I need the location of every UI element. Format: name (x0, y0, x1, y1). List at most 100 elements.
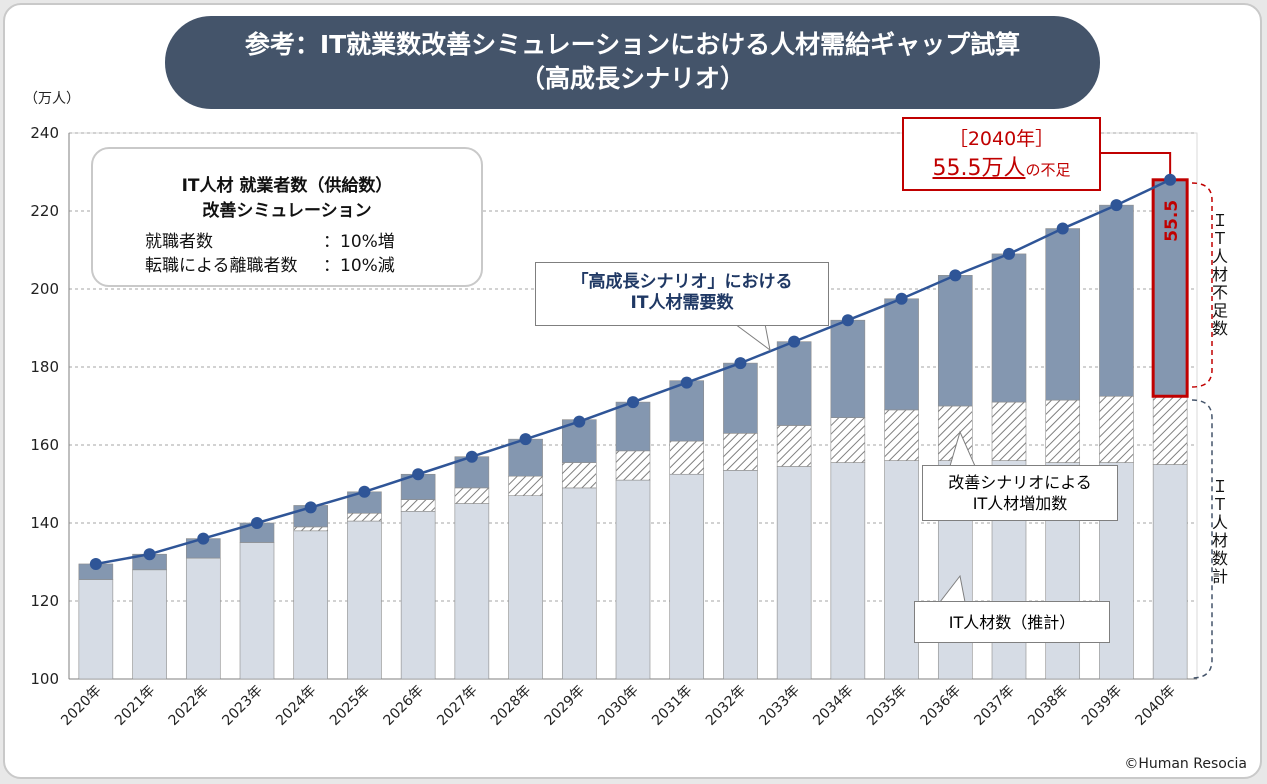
x-tick-label: 2028年 (488, 683, 534, 729)
bar-increase (561, 462, 597, 489)
title-line1: 参考：IT就業数改善シミュレーションにおける人材需給ギャップ試算 (244, 30, 1021, 59)
y-tick-label: 140 (30, 514, 59, 532)
bar-increase (776, 425, 812, 467)
x-tick-label: 2040年 (1133, 683, 1179, 729)
bar-estimate (347, 520, 382, 680)
info-row-hires-label: 就職者数 (145, 232, 213, 252)
x-tick-label: 2024年 (273, 683, 319, 729)
bar-shortage (937, 275, 973, 407)
simulation-info-box: IT人材 就業者数（供給数） 改善シミュレーション 就職者数 ：10%増 転職に… (91, 147, 483, 287)
y-tick-label: 100 (30, 670, 59, 688)
bar-shortage (830, 319, 866, 419)
x-tick-label: 2020年 (58, 683, 104, 729)
bar-estimate (454, 503, 490, 680)
bar-shortage (991, 253, 1027, 403)
demand-point (895, 292, 908, 305)
bar-estimate (132, 569, 167, 680)
shortage-bar-label: 55.5 (1162, 200, 1182, 242)
bar-shortage (1099, 204, 1134, 397)
y-tick-label: 220 (30, 202, 59, 220)
info-heading-2: 改善シミュレーション (202, 201, 372, 221)
x-tick-label: 2037年 (971, 683, 1017, 729)
x-tick-label: 2034年 (810, 683, 856, 729)
demand-point (1056, 222, 1069, 235)
bar-increase (293, 526, 329, 532)
demand-point (841, 314, 854, 327)
demand-point (89, 557, 102, 570)
demand-point (1003, 247, 1015, 260)
demand-callout-line1: 「高成長シナリオ」における (571, 272, 793, 292)
demand-point (304, 501, 317, 514)
bar-estimate (1152, 464, 1188, 680)
x-tick-label: 2029年 (542, 683, 588, 729)
demand-callout: 「高成長シナリオ」における IT人材需要数 (535, 262, 829, 326)
demand-point (734, 357, 747, 370)
bar-shortage (669, 380, 705, 442)
x-tick-label: 2030年 (595, 683, 641, 729)
bar-increase (347, 512, 382, 522)
bar-shortage (884, 298, 919, 411)
total-side-label: ＩＴ人材数計 (1209, 478, 1228, 586)
x-tick-label: 2021年 (112, 683, 158, 729)
copyright-credit: ©Human Resocia (1124, 756, 1247, 772)
demand-callout-line2: IT人材需要数 (630, 293, 734, 313)
info-row-hires-value: ：10%増 (323, 232, 395, 252)
bar-estimate (884, 460, 919, 680)
x-tick-label: 2032年 (703, 683, 749, 729)
bar-increase (830, 417, 866, 463)
bar-shortage (508, 438, 543, 477)
demand-point (197, 532, 210, 545)
title-line2: （高成長シナリオ） (519, 64, 745, 93)
x-tick-label: 2023年 (219, 683, 265, 729)
bar-estimate (78, 579, 114, 680)
bar-increase (1152, 395, 1188, 465)
chart-title: 参考：IT就業数改善シミュレーションにおける人材需給ギャップ試算 （高成長シナリ… (165, 16, 1100, 109)
shortage-suffix: の不足 (1025, 161, 1071, 179)
bar-estimate (508, 495, 543, 680)
demand-point (627, 396, 639, 409)
demand-point (358, 485, 371, 498)
total-brace (1191, 399, 1213, 679)
bar-increase (991, 401, 1027, 461)
estimate-callout: IT人材数（推計） (914, 601, 1110, 643)
bar-increase (1045, 399, 1081, 463)
y-tick-label: 240 (30, 124, 59, 142)
bar-estimate (400, 510, 436, 680)
demand-point (680, 376, 693, 389)
x-tick-label: 2036年 (918, 683, 964, 729)
bar-shortage (615, 401, 651, 452)
estimate-callout-text: IT人材数（推計） (948, 613, 1076, 632)
info-row-hires: 就職者数 ：10%増 (145, 227, 395, 252)
bar-estimate (669, 473, 705, 680)
shortage-year: ［2040年］ (948, 128, 1055, 150)
info-row-leavers-value: ：10%減 (323, 256, 395, 276)
bar-estimate (239, 542, 275, 680)
bar-shortage (776, 341, 812, 426)
demand-point (1164, 173, 1177, 186)
bar-estimate (615, 479, 651, 680)
bar-estimate (185, 557, 221, 680)
x-tick-label: 2025年 (327, 683, 373, 729)
y-tick-label: 160 (30, 436, 59, 454)
x-tick-label: 2038年 (1025, 683, 1071, 729)
x-tick-label: 2033年 (757, 683, 803, 729)
x-tick-label: 2027年 (434, 683, 480, 729)
bar-estimate (830, 462, 866, 680)
bar-increase (669, 440, 705, 475)
demand-point (949, 269, 962, 282)
increase-callout-line1: 改善シナリオによる (948, 473, 1092, 492)
shortage-side-label: ＩＴ人材不足数 (1209, 212, 1228, 338)
info-row-leavers: 転職による離職者数 ：10%減 (145, 251, 395, 276)
demand-point (251, 517, 263, 529)
increase-callout-line2: IT人材増加数 (972, 494, 1068, 513)
bar-increase (723, 432, 758, 471)
info-row-leavers-label: 転職による離職者数 (145, 256, 298, 276)
x-tick-label: 2026年 (381, 683, 427, 729)
bar-increase (884, 409, 919, 461)
bar-estimate (723, 470, 758, 680)
shortage-callout: ［2040年］ 55.5万人の不足 (902, 117, 1101, 191)
bar-increase (1099, 395, 1134, 463)
demand-point (143, 548, 156, 561)
info-heading-1: IT人材 就業者数（供給数） (181, 176, 393, 196)
demand-point (412, 468, 425, 481)
